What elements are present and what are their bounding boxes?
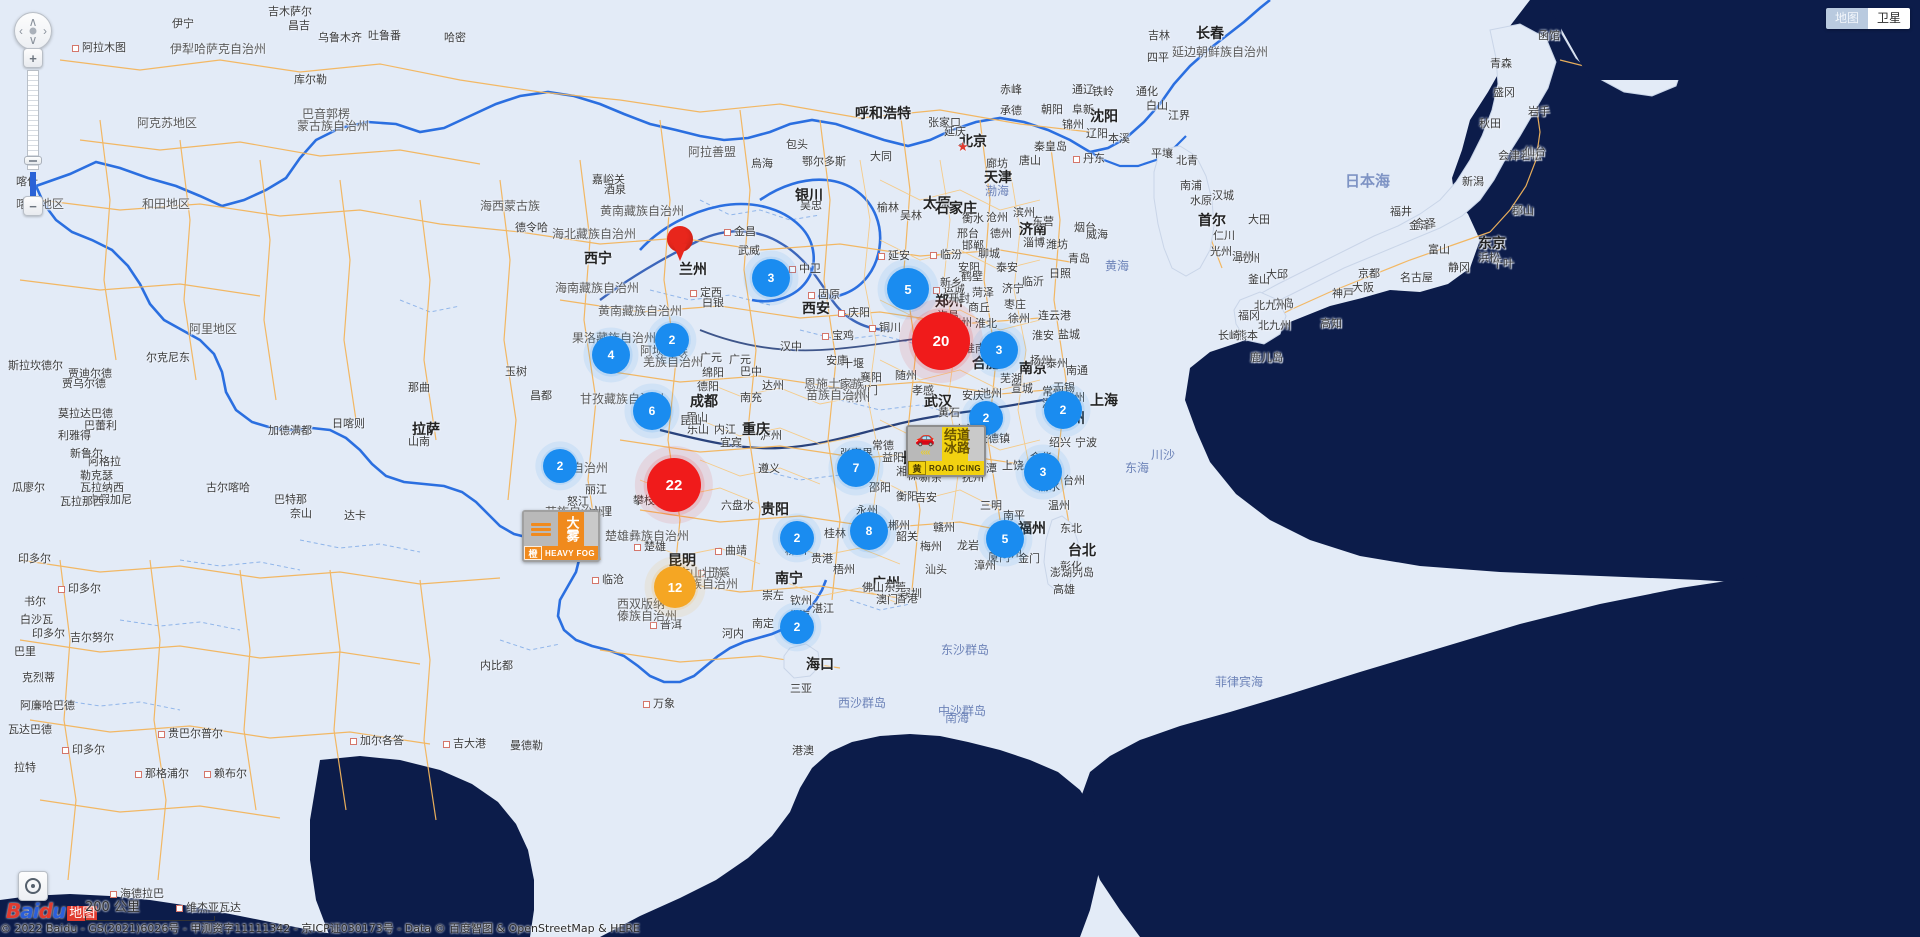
cluster-count: 3 — [1024, 453, 1062, 491]
pan-control[interactable]: ∧ ∨ ‹ › — [14, 12, 52, 50]
attribution-bar: © 2022 Baidu - GS(2021)6026号 - 甲测资字11111… — [0, 921, 1920, 937]
cluster-marker[interactable]: 8 — [841, 503, 897, 559]
cluster-count: 4 — [592, 336, 630, 374]
map-type-map-button[interactable]: 地图 — [1825, 8, 1868, 29]
pan-down-icon[interactable]: ∨ — [28, 33, 38, 47]
baidu-logo-suffix: 地图 — [67, 906, 98, 921]
zoom-slider-thumb[interactable] — [24, 156, 42, 165]
attribution-text: © 2022 Baidu - GS(2021)6026号 - 甲测资字11111… — [0, 922, 640, 935]
cluster-count: 2 — [780, 610, 814, 644]
cluster-count: 7 — [837, 449, 875, 487]
cluster-marker[interactable]: 3 — [1015, 444, 1071, 500]
zoom-control[interactable]: + − — [23, 48, 43, 216]
fog-bar — [531, 527, 552, 531]
cluster-count: 2 — [780, 521, 814, 555]
cluster-count: 5 — [986, 520, 1024, 558]
cluster-count: 12 — [654, 566, 696, 608]
zoom-out-button[interactable]: − — [23, 196, 43, 216]
cluster-marker[interactable]: 2 — [772, 602, 822, 652]
cluster-marker[interactable]: 2 — [535, 441, 585, 491]
warning-name-cn: 大雾 — [558, 512, 585, 546]
skid-marks-icon: «« — [920, 447, 930, 458]
cluster-marker[interactable]: 3 — [971, 322, 1027, 378]
cluster-count: 20 — [912, 312, 970, 370]
cluster-marker[interactable]: 20 — [898, 298, 984, 384]
cluster-count: 22 — [647, 458, 701, 512]
car-skid-icon: 🚗 «« — [908, 427, 942, 461]
locate-me-button[interactable] — [18, 871, 48, 901]
cluster-marker[interactable]: 5 — [877, 258, 939, 320]
warning-level-badge: 黄 — [908, 461, 926, 475]
warning-level-badge: 橙 — [524, 546, 543, 560]
location-pin[interactable] — [667, 226, 693, 261]
zoom-in-button[interactable]: + — [23, 48, 43, 68]
fog-icon — [524, 512, 559, 546]
pan-center-icon[interactable] — [29, 27, 37, 35]
weather-warning-badge[interactable]: 大雾橙 HEAVY FOG — [522, 510, 600, 562]
baidu-logo-text: Baidu — [6, 899, 66, 923]
pan-left-icon[interactable]: ‹ — [19, 24, 23, 38]
cluster-count: 2 — [655, 323, 689, 357]
crosshair-icon — [25, 878, 41, 894]
cluster-count: 6 — [633, 392, 671, 430]
zoom-slider-fill — [30, 172, 36, 196]
baidu-logo[interactable]: Baidu 地图 — [6, 899, 98, 923]
cluster-marker[interactable]: 12 — [644, 556, 706, 618]
cluster-count: 2 — [1044, 391, 1082, 429]
cluster-count: 8 — [850, 512, 888, 550]
map-type-switch[interactable]: 地图 卫星 — [1825, 8, 1910, 29]
pan-up-icon[interactable]: ∧ — [28, 15, 38, 29]
scale-label: 200 公里 — [85, 900, 140, 915]
cluster-marker[interactable]: 3 — [743, 250, 799, 306]
cluster-marker[interactable]: 5 — [977, 511, 1033, 567]
cluster-count: 2 — [543, 449, 577, 483]
cluster-marker[interactable]: 7 — [828, 440, 884, 496]
cluster-marker[interactable]: 2 — [647, 315, 697, 365]
cluster-count: 3 — [980, 331, 1018, 369]
warning-name-en: ROAD ICING — [929, 463, 981, 473]
cluster-marker[interactable]: 2 — [772, 513, 822, 563]
weather-warning-badge[interactable]: 🚗 «« 道路结冰黄 ROAD ICING — [906, 425, 986, 477]
scale-bar-line — [85, 916, 215, 921]
pin-tip-icon — [673, 244, 687, 261]
pan-right-icon[interactable]: › — [43, 24, 47, 38]
cluster-count: 5 — [887, 268, 929, 310]
fog-bar — [531, 522, 552, 526]
cluster-marker[interactable]: 4 — [583, 327, 639, 383]
warning-name-cn: 道路结冰 — [941, 427, 969, 461]
cluster-marker[interactable]: 2 — [1035, 382, 1091, 438]
cluster-marker[interactable]: 22 — [634, 445, 714, 525]
cluster-marker[interactable]: 6 — [624, 383, 680, 439]
fog-bar — [531, 532, 552, 536]
zoom-slider-track[interactable] — [24, 70, 42, 170]
cluster-count: 3 — [752, 259, 790, 297]
car-icon: 🚗 — [915, 430, 935, 447]
warning-name-en: HEAVY FOG — [545, 548, 595, 558]
scale-bar: 200 公里 — [85, 896, 215, 921]
map-type-satellite-button[interactable]: 卫星 — [1867, 8, 1910, 29]
